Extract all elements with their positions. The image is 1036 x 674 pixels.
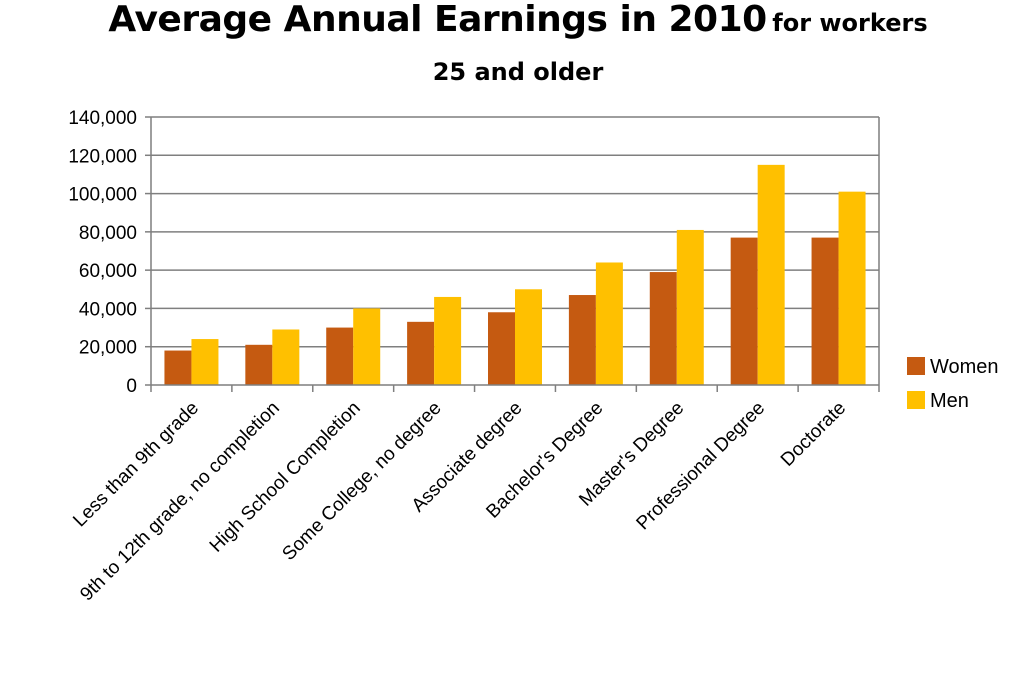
legend-label-women: Women: [930, 356, 999, 378]
legend-label-men: Men: [930, 390, 969, 412]
axes: [150, 117, 880, 392]
chart-title: Average Annual Earnings in 2010 for work…: [0, 2, 1036, 38]
chart-subtitle: 25 and older: [432, 58, 604, 86]
bar-men: [515, 289, 542, 385]
bar-men: [434, 296, 462, 385]
bar-men: [191, 339, 219, 385]
bar-women: [649, 272, 677, 385]
y-tick-label: 100,000: [68, 185, 137, 206]
y-tick-label: 60,000: [79, 261, 137, 282]
y-axis-ticks: 0 20,000 40,000 60,000 80,000 100,000 120,000 1…: [68, 108, 137, 397]
y-tick-label: 80,000: [79, 223, 137, 244]
legend: Women Men: [907, 356, 999, 412]
bar-men: [757, 164, 785, 385]
bar-women: [568, 295, 596, 385]
bars: [164, 164, 866, 385]
legend-swatch-women: [907, 357, 925, 375]
chart-title-main: Average Annual Earnings in 2010: [108, 0, 767, 40]
bar-men: [272, 329, 300, 385]
y-tick-label: 0: [126, 376, 137, 397]
legend-swatch-men: [907, 391, 925, 409]
bar-women: [407, 321, 435, 385]
chart-title-inline-subtitle: for workers: [772, 9, 928, 37]
bar-women: [811, 237, 839, 385]
x-tick-label: High School Completion: [206, 398, 365, 557]
y-tick-label: 40,000: [79, 299, 137, 320]
bar-men: [838, 191, 866, 385]
bar-women: [164, 350, 192, 385]
x-tick-label: Some College, no degree: [278, 398, 445, 565]
x-tick-label: Doctorate: [777, 398, 850, 471]
y-tick-label: 20,000: [79, 338, 137, 359]
bar-men: [353, 308, 381, 385]
bar-women: [245, 344, 273, 385]
bar-men: [595, 262, 623, 385]
bar-men: [676, 229, 704, 385]
bar-women: [326, 327, 354, 385]
y-tick-label: 120,000: [68, 146, 137, 167]
bar-women: [488, 312, 515, 385]
y-tick-label: 140,000: [68, 108, 137, 129]
bar-women: [730, 237, 758, 385]
